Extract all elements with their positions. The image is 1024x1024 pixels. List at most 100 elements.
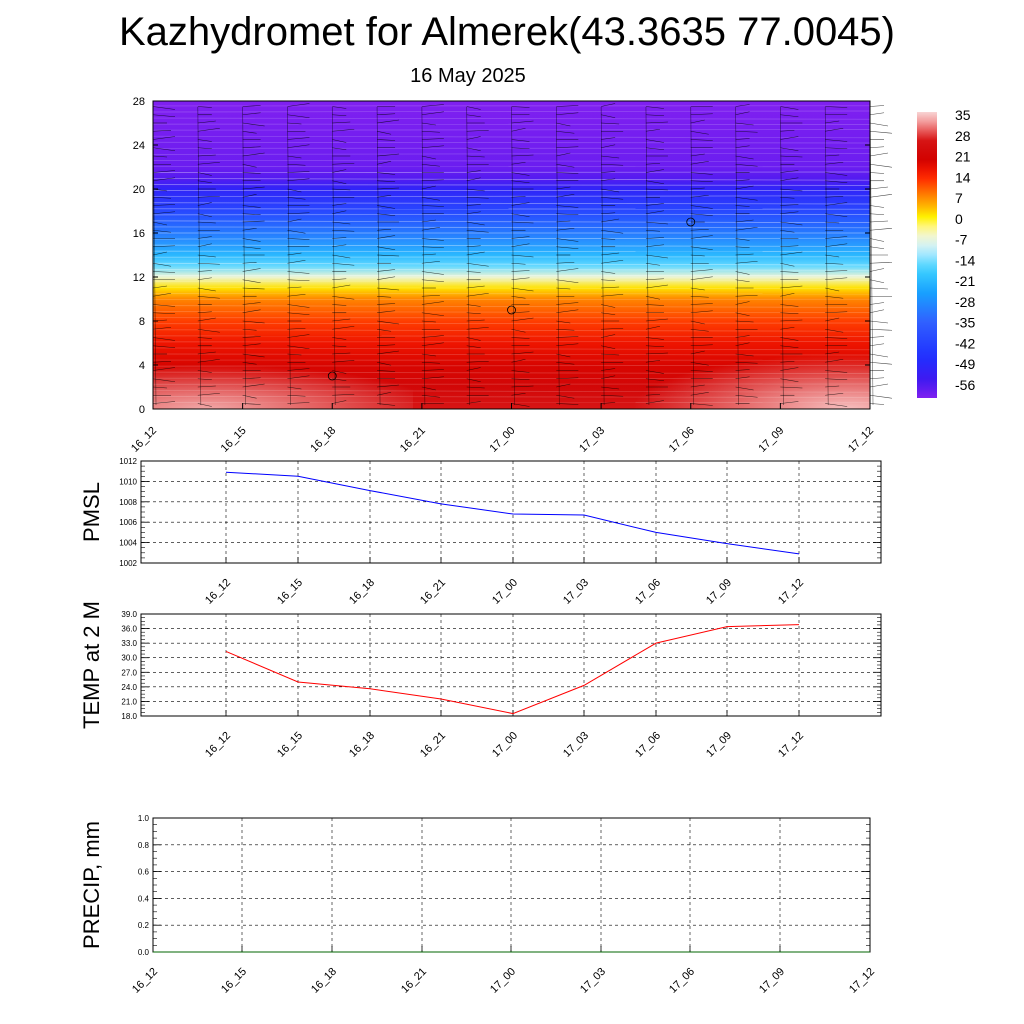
wind-barb: [197, 202, 212, 206]
wind-barb: [332, 370, 347, 374]
x-tick-label: 16_15: [275, 577, 305, 607]
wind-barb: [645, 237, 664, 239]
wind-barb: [377, 287, 400, 291]
wind-barb-staff: [376, 106, 381, 406]
y-tick-label: 20: [133, 184, 145, 196]
wind-barb: [825, 287, 840, 292]
x-tick-label: 17_06: [667, 966, 697, 996]
wind-barb: [690, 246, 713, 251]
wind-barb: [197, 295, 220, 299]
x-tick-label: 17_09: [704, 730, 734, 760]
wind-barb: [242, 213, 261, 216]
wind-barb: [152, 229, 172, 233]
wind-barb: [377, 113, 396, 116]
wind-barb: [601, 402, 616, 404]
wind-barb: [287, 312, 310, 316]
wind-barb: [242, 268, 261, 272]
wind-barb: [421, 219, 436, 223]
wind-barb: [511, 243, 530, 248]
wind-barb: [287, 345, 310, 350]
wind-barb: [735, 179, 750, 182]
wind-barb: [735, 394, 758, 398]
wind-barb: [690, 295, 709, 298]
series-line: [225, 471, 800, 555]
wind-barb: [421, 376, 444, 380]
wind-barb: [466, 155, 485, 158]
wind-barb: [466, 188, 485, 192]
wind-barb: [780, 251, 803, 256]
wind-barb: [377, 246, 396, 251]
x-tick-label: 17_06: [633, 730, 663, 760]
wind-barb: [735, 271, 750, 275]
wind-barb: [556, 172, 579, 174]
wind-barb: [332, 304, 347, 306]
x-tick-label: 16_15: [219, 425, 249, 455]
y-tick-label: 27.0: [121, 668, 137, 677]
wind-barb: [332, 352, 351, 355]
wind-barb: [287, 196, 306, 200]
wind-barb: [511, 139, 530, 142]
wind-barb: [466, 251, 485, 256]
wind-barb: [735, 253, 754, 256]
wind-barb: [780, 229, 795, 233]
wind-barb: [735, 226, 758, 231]
wind-barb: [511, 202, 530, 206]
wind-barb: [332, 147, 347, 151]
wind-barb: [242, 309, 261, 314]
wind-barb: [645, 210, 664, 215]
wind-barb: [287, 122, 302, 125]
y-tick-label: 36.0: [121, 625, 137, 634]
wind-barb: [735, 145, 750, 149]
wind-barb: [197, 213, 212, 218]
wind-barb: [645, 128, 660, 132]
wind-barb: [377, 235, 396, 239]
wind-barb: [377, 344, 396, 347]
wind-barb: [601, 304, 616, 308]
wind-barb: [556, 193, 575, 198]
wind-barb: [601, 155, 620, 159]
y-tick-label: 21.0: [121, 697, 137, 706]
wind-barb: [421, 253, 436, 256]
wind-barb: [287, 368, 310, 371]
wind-barb: [780, 337, 799, 341]
colorbar-label: 7: [955, 190, 963, 206]
x-tick-label: 17_03: [561, 730, 591, 760]
wind-barb: [511, 317, 534, 322]
wind-barb: [556, 361, 575, 365]
wind-barb: [197, 180, 212, 184]
wind-barb: [377, 139, 396, 141]
wind-barb: [377, 180, 396, 183]
wind-barb: [466, 262, 489, 267]
wind-barb: [556, 238, 579, 242]
wind-barb: [242, 261, 257, 264]
wind-barb: [377, 254, 400, 257]
wind-barb: [556, 186, 571, 190]
wind-barb: [690, 303, 713, 305]
contour-line: [152, 244, 871, 247]
contour-line: [152, 329, 871, 332]
wind-barb: [556, 122, 571, 127]
contour-line: [152, 178, 871, 181]
wind-barb: [780, 204, 799, 206]
y-tick-label: 0.4: [138, 894, 150, 903]
temperature-heatmap-panel: 0 4 8 12 16 20 24 28 16_12 16_15 16_18 16_21 17_00 17…: [129, 96, 893, 455]
wind-barb: [690, 213, 713, 217]
wind-barb: [287, 334, 310, 338]
wind-barb: [556, 205, 579, 208]
wind-barb: [556, 220, 571, 223]
wind-barb: [735, 361, 758, 364]
wind-barb: [735, 111, 750, 116]
wind-barb: [645, 262, 660, 266]
y-axis-label: PRECIP, mm: [79, 821, 104, 949]
wind-barb: [152, 304, 176, 307]
wind-barb: [511, 127, 526, 132]
wind-barb: [735, 185, 754, 190]
wind-barb: [690, 344, 713, 347]
wind-barb: [690, 370, 713, 372]
y-tick-label: 33.0: [121, 639, 137, 648]
wind-barb: [511, 213, 530, 218]
wind-barb: [690, 205, 713, 209]
wind-barb: [152, 386, 168, 389]
wind-barb: [825, 213, 848, 218]
